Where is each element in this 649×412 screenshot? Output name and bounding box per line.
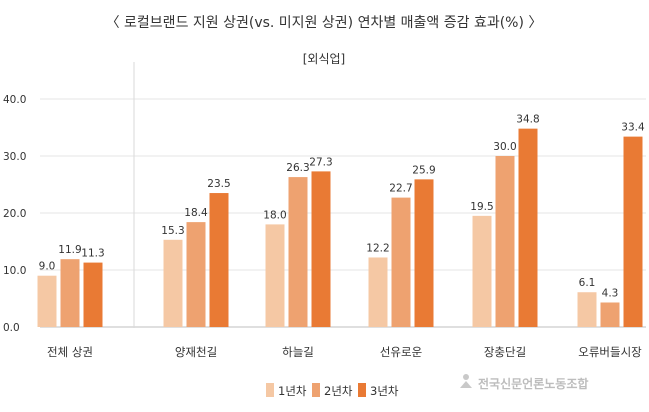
bars [37,128,643,327]
chart-subtitle: [외식업] [303,52,345,66]
bar-2년차-장충단길 [495,156,515,327]
bar-3년차-전체 상권 [83,262,103,327]
x-tick-labels: 전체 상권 양재천길 하늘길 선유로운 장충단길 오류버들시장 [47,345,642,359]
x-tick-label: 선유로운 [380,345,422,359]
value-label: 25.9 [412,164,435,176]
legend: 1년차 2년차 3년차 [266,383,399,398]
value-label: 12.2 [366,242,389,254]
value-label: 11.9 [58,244,81,256]
x-tick-label: 오류버들시장 [578,345,642,359]
y-tick-label: 10.0 [3,265,26,277]
x-tick-label: 전체 상권 [47,345,93,359]
bar-3년차-양재천길 [209,193,229,327]
value-label: 11.3 [81,248,104,260]
bar-2년차-전체 상권 [60,259,80,327]
bar-1년차-오류버들시장 [577,292,597,327]
y-tick-labels: 0.0 10.0 20.0 30.0 40.0 [3,94,26,334]
gridlines [40,98,646,328]
y-tick-label: 20.0 [3,208,26,220]
value-label: 22.7 [389,183,412,195]
y-tick-label: 0.0 [3,322,20,334]
bar-3년차-하늘길 [311,171,331,327]
y-tick-label: 30.0 [3,151,26,163]
chart-title: 〈 로컬브랜드 지원 상권(vs. 미지원 상권) 연차별 매출액 증감 효과(… [106,15,543,31]
bar-2년차-선유로운 [391,197,411,327]
bar-3년차-오류버들시장 [623,136,643,327]
x-tick-label: 장충단길 [484,345,526,359]
value-label: 33.4 [621,122,645,134]
legend-label: 2년차 [324,384,353,398]
value-labels: 9.011.9 11.3 15.318.4 23.5 18.0 26.3 27.3 12.2 2… [39,114,645,300]
legend-swatch [266,383,274,397]
value-label: 34.8 [516,114,539,126]
y-tick-label: 40.0 [3,94,26,106]
value-label: 9.0 [39,261,56,273]
bar-1년차-하늘길 [265,224,285,327]
value-label: 18.0 [263,209,286,221]
bar-2년차-양재천길 [186,222,206,327]
x-tick-label: 양재천길 [175,345,217,359]
bar-2년차-오류버들시장 [600,302,620,327]
legend-swatch [358,383,366,397]
legend-label: 1년차 [278,384,307,398]
value-label: 18.4 [184,207,208,219]
legend-swatch [312,383,320,397]
bar-1년차-전체 상권 [37,275,57,327]
bar-1년차-선유로운 [368,257,388,327]
x-tick-label: 하늘길 [282,345,314,359]
bar-2년차-하늘길 [288,177,308,327]
bar-3년차-선유로운 [414,179,434,327]
value-label: 4.3 [602,287,619,299]
bar-3년차-장충단길 [518,128,538,327]
value-label: 6.1 [579,277,596,289]
legend-label: 3년차 [370,384,399,398]
value-label: 23.5 [207,178,230,190]
bar-1년차-양재천길 [163,239,183,327]
bar-1년차-장충단길 [472,215,492,327]
value-label: 15.3 [161,225,184,237]
value-label: 19.5 [470,201,493,213]
value-label: 30.0 [493,141,516,153]
watermark-text: 전국신문언론노동조합 [478,376,588,391]
value-label: 26.3 [286,162,309,174]
value-label: 27.3 [309,156,332,168]
watermark-logo-icon [460,374,472,388]
watermark: 전국신문언론노동조합 [460,374,588,391]
